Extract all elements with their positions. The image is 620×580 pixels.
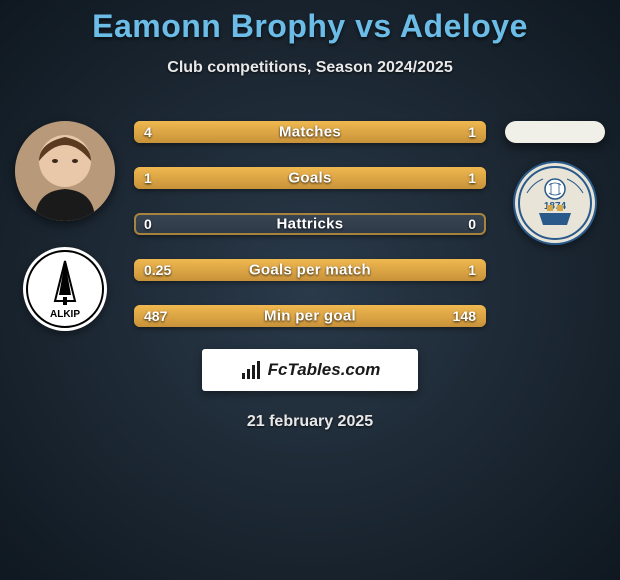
branding-box: FcTables.com	[202, 349, 418, 391]
subtitle: Club competitions, Season 2024/2025	[167, 59, 452, 77]
title: Eamonn Brophy vs Adeloye	[92, 8, 528, 45]
stat-value-right: 1	[468, 170, 476, 186]
stat-value-left: 4	[144, 124, 152, 140]
stat-bar: Goals1 1	[134, 167, 486, 189]
stat-value-right: 148	[453, 308, 476, 324]
club-left-badge: ALKIP	[23, 247, 107, 331]
stat-bar: Matches4 1	[134, 121, 486, 143]
stat-value-right: 1	[468, 124, 476, 140]
stat-label: Goals per match	[134, 262, 486, 279]
comparison-card: Eamonn Brophy vs Adeloye Club competitio…	[0, 0, 620, 431]
player-right-column: 1874	[490, 121, 620, 245]
stat-value-right: 0	[468, 216, 476, 232]
player-left-photo	[15, 121, 115, 221]
stat-value-left: 487	[144, 308, 167, 324]
stat-bar: Hattricks0 0	[134, 213, 486, 235]
stat-label: Goals	[134, 170, 486, 187]
content-row: ALKIP Matches41Goals11Hattricks00Goals p…	[0, 121, 620, 327]
stat-label: Matches	[134, 124, 486, 141]
player-face-icon	[15, 121, 115, 221]
stat-bar: Min per goal487 148	[134, 305, 486, 327]
club-right-badge: 1874	[513, 161, 597, 245]
stat-bar: Goals per match0.25 1	[134, 259, 486, 281]
alkip-badge-icon: ALKIP	[23, 247, 107, 331]
player-left-column: ALKIP	[0, 121, 130, 331]
stat-value-right: 1	[468, 262, 476, 278]
stat-value-left: 0	[144, 216, 152, 232]
chart-icon	[240, 359, 262, 381]
stat-value-left: 1	[144, 170, 152, 186]
branding-text: FcTables.com	[268, 360, 381, 380]
stat-label: Hattricks	[134, 216, 486, 233]
stats-bars: Matches41Goals11Hattricks00Goals per mat…	[134, 121, 486, 327]
date: 21 february 2025	[247, 413, 373, 431]
stat-value-left: 0.25	[144, 262, 171, 278]
svg-text:ALKIP: ALKIP	[50, 309, 80, 320]
player-right-photo	[505, 121, 605, 143]
stat-label: Min per goal	[134, 308, 486, 325]
morton-badge-icon: 1874	[513, 161, 597, 245]
